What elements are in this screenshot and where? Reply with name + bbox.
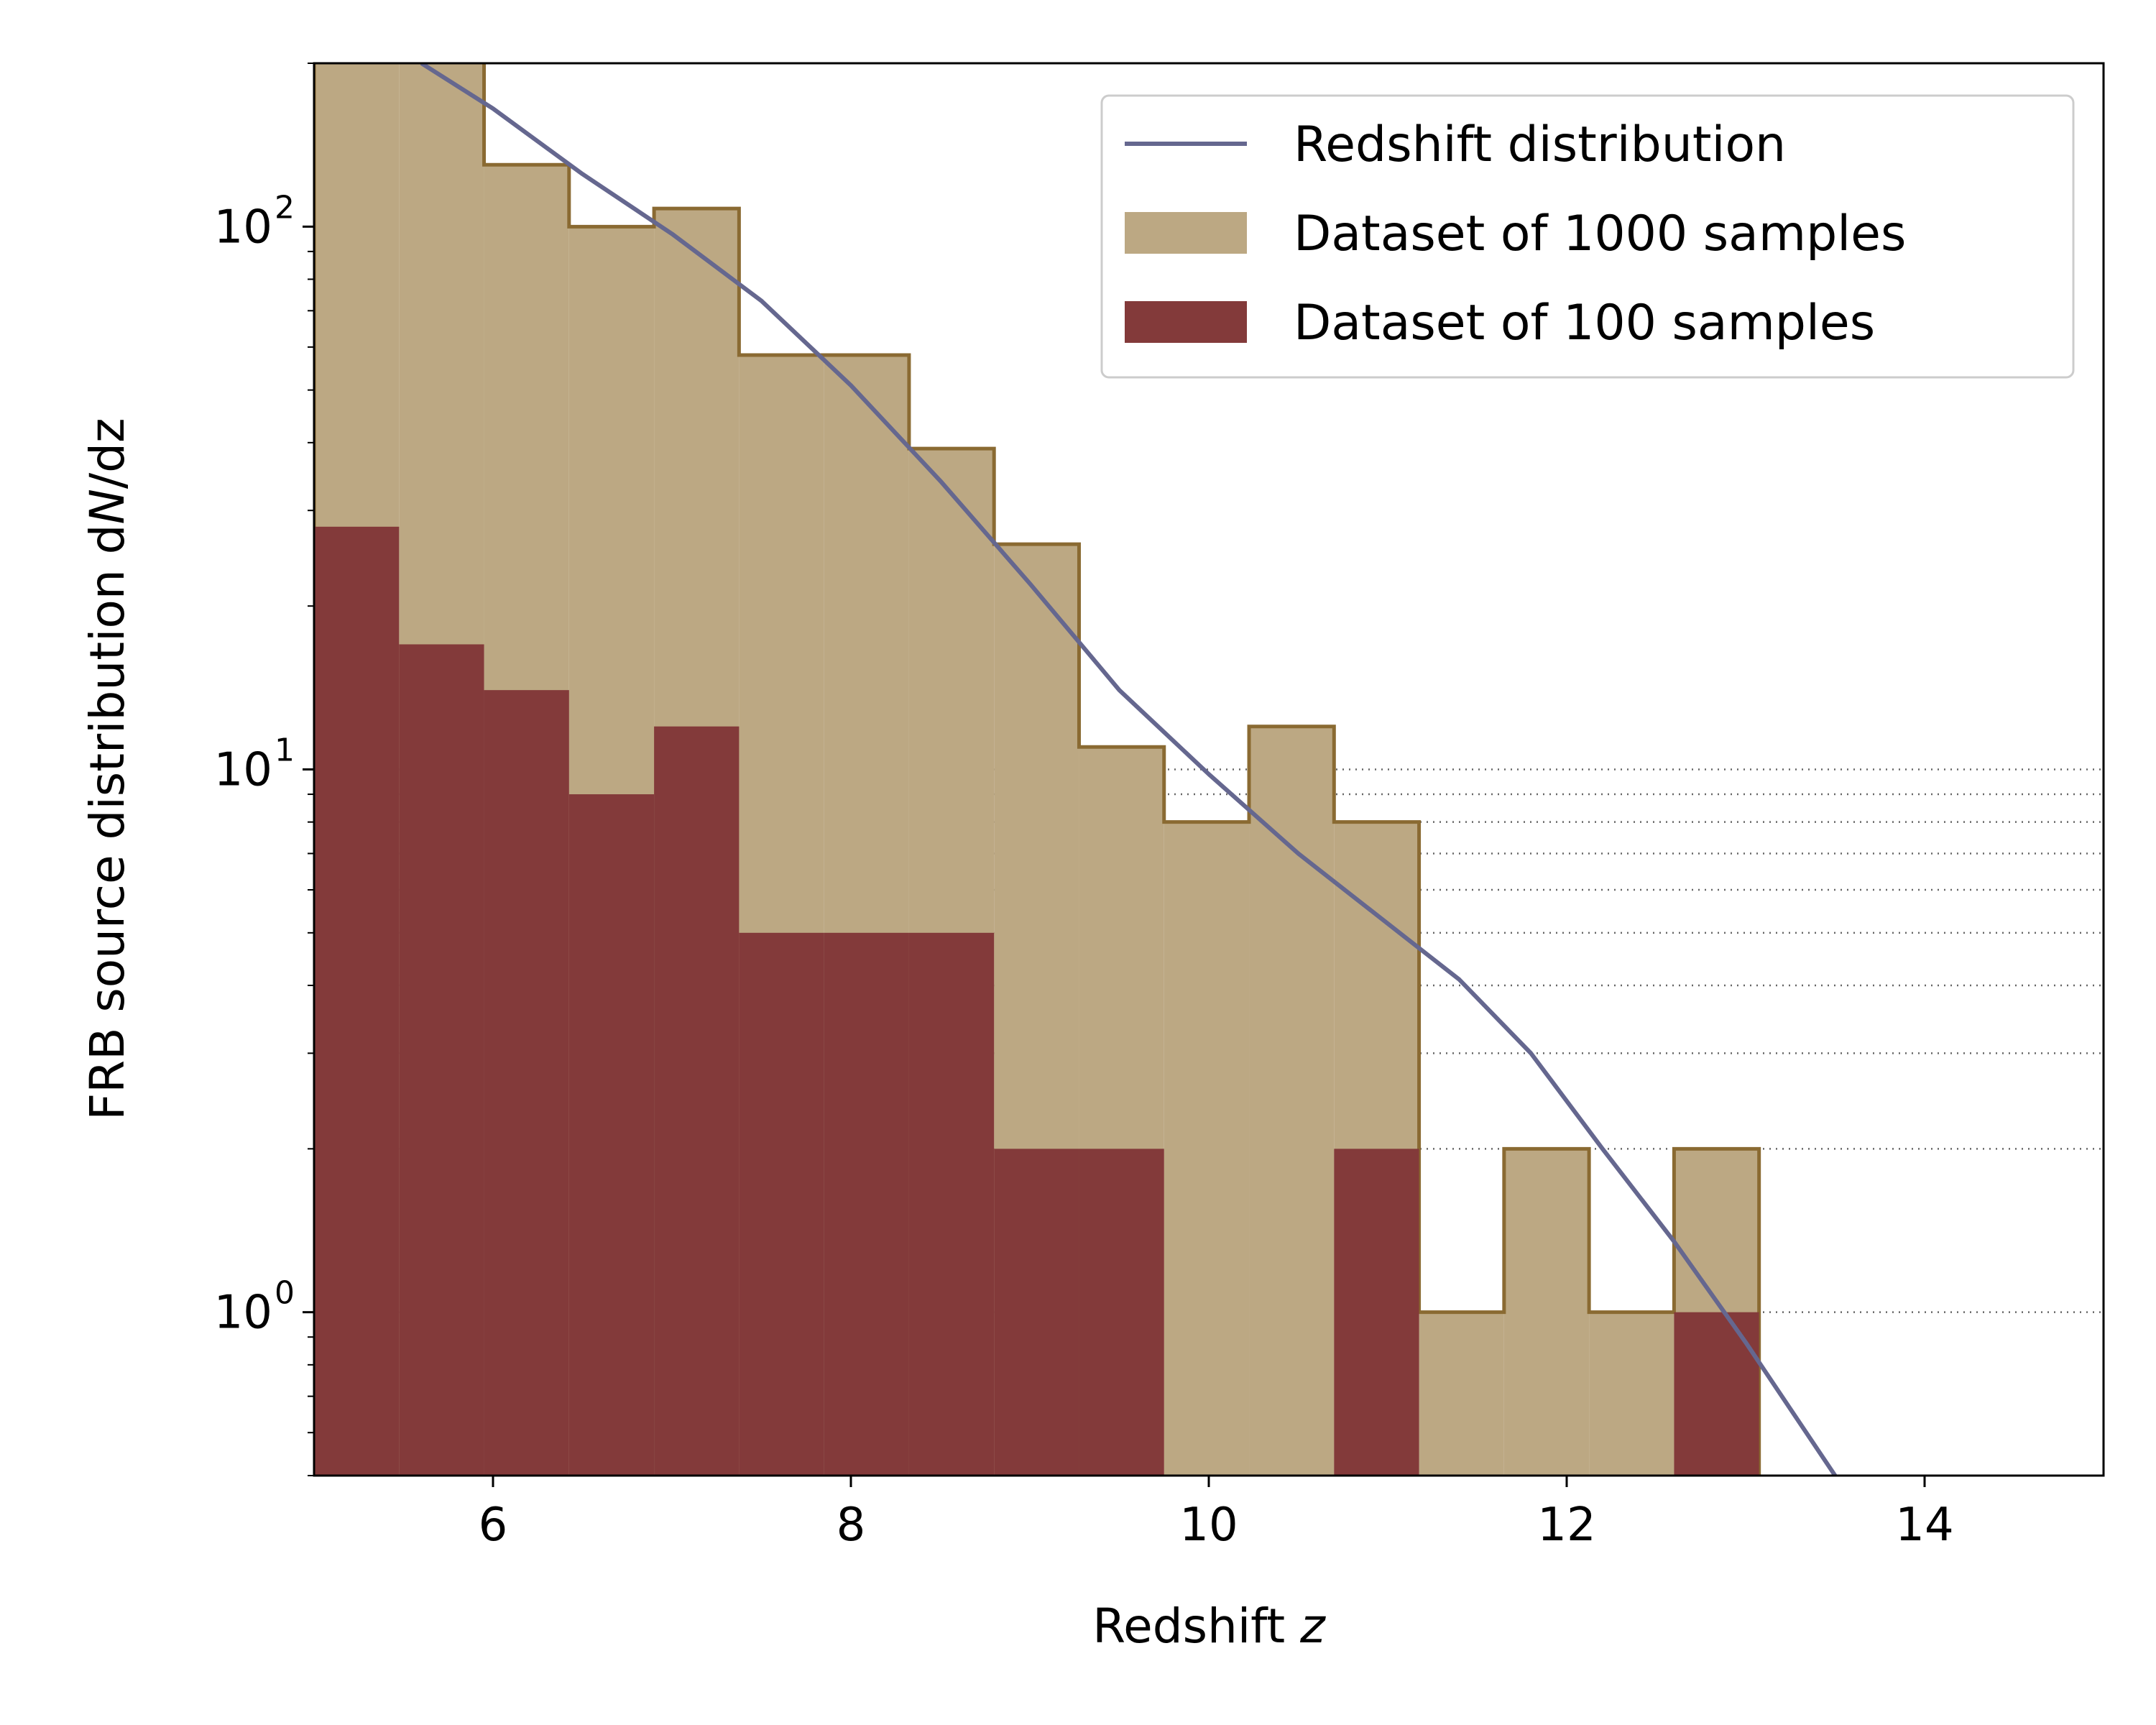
x-tick-label: 10: [1179, 1499, 1238, 1552]
x-tick-label: 6: [479, 1499, 508, 1552]
hist-100-bar: [739, 932, 824, 1476]
hist-1000-bar: [1503, 1149, 1590, 1476]
hist-1000-bar: [1589, 1312, 1674, 1476]
hist-1000-bar: [1419, 1312, 1504, 1476]
y-tick-exponent: 2: [275, 189, 295, 226]
x-axis-label: Redshift z: [1092, 1598, 1326, 1654]
hist-100-bar: [568, 794, 655, 1476]
legend-label-redshift-distribution: Redshift distribution: [1294, 116, 1786, 173]
hist-100-bar: [1334, 1149, 1419, 1476]
legend-label-100-samples: Dataset of 100 samples: [1294, 295, 1875, 351]
hist-100-bar: [1079, 1149, 1164, 1476]
y-axis-label: FRB source distribution dN/dz: [80, 418, 135, 1120]
hist-100-bar: [1674, 1312, 1759, 1476]
x-tick-label: 12: [1537, 1499, 1595, 1552]
hist-100-bar: [908, 932, 995, 1476]
hist-1000-bar: [1249, 726, 1335, 1476]
redshift-distribution-curve-group: [420, 63, 1837, 1476]
legend-label-1000-samples: Dataset of 1000 samples: [1294, 206, 1906, 262]
hist-1000-bar: [1164, 822, 1250, 1476]
x-axis-ticks: 6 8 10 12 14: [479, 1476, 1954, 1552]
legend-swatch-1000-samples: [1125, 212, 1247, 254]
y-tick-label: 10: [214, 744, 272, 797]
y-tick-exponent: 0: [275, 1275, 295, 1312]
legend: Redshift distribution Dataset of 1000 sa…: [1100, 94, 2075, 379]
y-tick-exponent: 1: [275, 732, 295, 769]
legend-box: [1100, 94, 2075, 379]
x-tick-label: 8: [837, 1499, 866, 1552]
hist-100-bar: [824, 932, 909, 1476]
hist-1000-outline: [314, 63, 1761, 1476]
hist-100-bar: [994, 1149, 1079, 1476]
y-tick-label: 10: [214, 201, 272, 254]
histogram-100-samples: [314, 526, 1759, 1476]
hist-100-bar: [314, 526, 400, 1476]
y-tick-label: 10: [214, 1287, 272, 1340]
hist-100-bar: [399, 644, 484, 1476]
redshift-distribution-line: [420, 63, 1837, 1476]
hist-100-bar: [484, 690, 569, 1476]
x-tick-label: 14: [1895, 1499, 1953, 1552]
hist-100-bar: [654, 726, 740, 1476]
legend-swatch-100-samples: [1125, 301, 1247, 343]
